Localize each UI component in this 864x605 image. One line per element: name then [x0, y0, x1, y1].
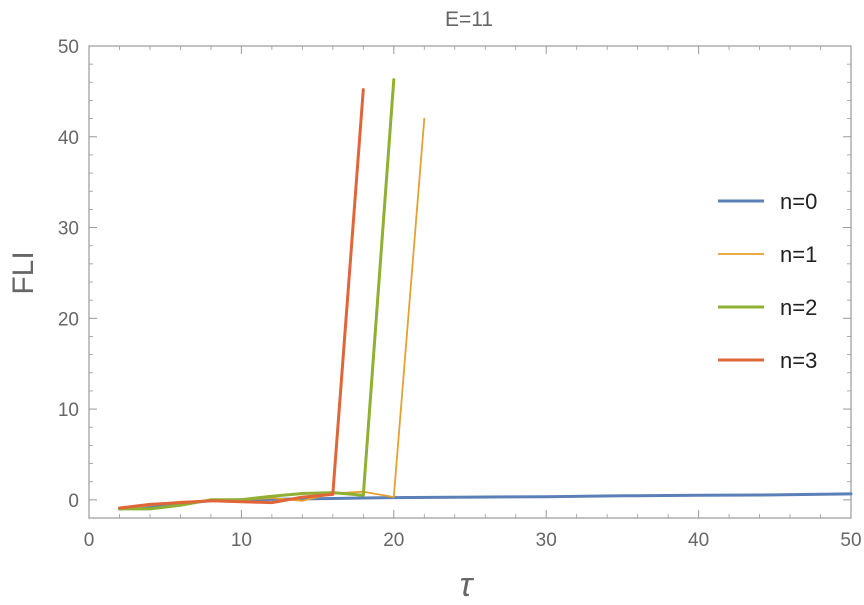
x-tick-label: 50 — [840, 530, 861, 551]
x-tick-label: 10 — [231, 530, 252, 551]
x-axis-label: τ — [460, 566, 475, 604]
plot-frame — [88, 45, 852, 519]
y-tick-label: 40 — [58, 128, 79, 149]
series-line-n-1 — [118, 117, 426, 510]
chart-title: E=11 — [445, 8, 493, 31]
x-tick-label: 20 — [383, 530, 404, 551]
y-axis-label: FLI — [7, 251, 40, 294]
y-tick-label: 30 — [58, 219, 79, 240]
legend: n=0 n=1 n=2 n=3 — [718, 189, 817, 373]
legend-label: n=1 — [780, 242, 817, 267]
plot-frame-border — [88, 45, 852, 519]
series-line-n-2 — [118, 78, 396, 511]
x-tick-label: 40 — [688, 530, 709, 551]
y-tick-label: 10 — [58, 400, 79, 421]
legend-label: n=0 — [780, 189, 817, 214]
legend-label: n=3 — [780, 348, 817, 373]
axis-ticks: 0 10 20 30 40 50 0 10 20 30 40 50 — [58, 37, 862, 551]
series-lines — [118, 78, 853, 511]
legend-label: n=2 — [780, 295, 817, 320]
x-tick-label: 30 — [536, 530, 557, 551]
y-tick-label: 50 — [58, 37, 79, 58]
y-tick-label: 0 — [68, 491, 79, 512]
y-tick-label: 20 — [58, 309, 79, 330]
series-line-n-3 — [118, 88, 365, 510]
x-tick-label: 0 — [84, 530, 95, 551]
